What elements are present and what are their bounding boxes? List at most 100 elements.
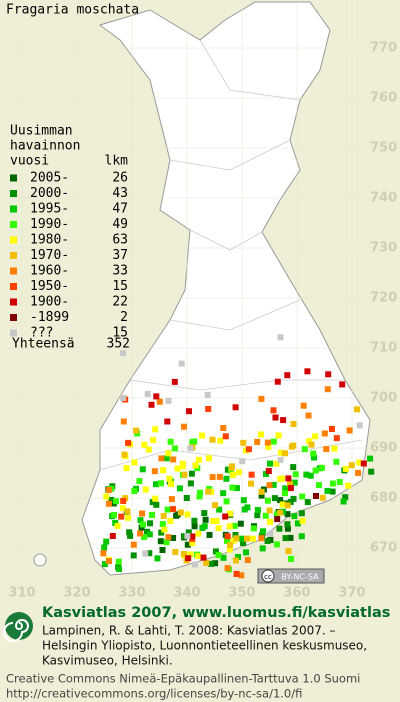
record-dot	[277, 476, 284, 483]
north-label: 730	[370, 241, 397, 256]
record-dot	[140, 521, 146, 528]
north-label: 720	[370, 291, 397, 306]
record-dot	[266, 482, 273, 489]
record-dot	[290, 442, 297, 449]
legend-label: 1990-	[30, 217, 69, 232]
legend-count: 49	[112, 217, 128, 232]
record-dot	[156, 398, 163, 405]
record-dot	[191, 517, 198, 524]
record-dot	[310, 450, 317, 457]
east-label: 320	[63, 586, 90, 601]
legend-count: 37	[112, 248, 128, 263]
record-dot	[184, 541, 191, 548]
total-label: Yhteensä	[12, 337, 75, 352]
record-dot	[159, 521, 166, 527]
legend-swatch	[10, 283, 17, 290]
record-dot	[206, 455, 212, 462]
legend-count: 15	[112, 326, 128, 341]
record-dot	[150, 437, 157, 443]
record-dot	[237, 520, 244, 527]
record-dot	[258, 488, 265, 495]
record-dot	[171, 378, 178, 385]
record-dot	[323, 446, 330, 453]
record-dot	[200, 554, 207, 561]
record-dot	[360, 460, 367, 467]
logo-spiral	[3, 619, 29, 642]
record-dot	[318, 464, 325, 471]
record-dot	[288, 555, 295, 562]
record-dot	[100, 550, 107, 557]
record-dot	[249, 535, 256, 542]
record-dot	[181, 533, 187, 540]
record-dot	[203, 559, 210, 566]
record-dot	[284, 502, 291, 509]
record-dot	[277, 456, 284, 463]
record-dot	[227, 510, 233, 517]
east-label: 330	[118, 586, 145, 601]
record-dot	[329, 480, 336, 487]
record-dot	[257, 431, 264, 438]
record-dot	[262, 512, 269, 519]
record-dot	[222, 513, 229, 520]
record-dot	[299, 493, 306, 500]
region-borders	[99, 39, 363, 471]
record-dot	[171, 445, 178, 452]
legend-swatch	[10, 298, 17, 306]
record-dot	[160, 512, 167, 519]
record-dot	[229, 471, 236, 478]
record-dot	[161, 526, 168, 533]
record-dot	[284, 521, 291, 528]
record-dot	[183, 495, 190, 501]
record-dot	[229, 463, 236, 470]
record-dot	[304, 368, 311, 375]
record-dot	[292, 471, 299, 478]
badge-icon: cc	[264, 573, 272, 581]
record-dot	[348, 462, 355, 469]
record-dot	[227, 542, 234, 549]
record-dot	[101, 561, 108, 568]
record-dot	[163, 455, 170, 462]
north-label: 680	[370, 491, 397, 506]
record-dot	[280, 417, 287, 424]
legend-heading: vuosi	[10, 154, 49, 169]
record-dot	[189, 533, 196, 540]
record-dot	[279, 501, 286, 508]
legend-swatch	[10, 174, 17, 182]
site-title: Kasviatlas 2007, www.luomus.fi/kasviatla…	[42, 605, 390, 621]
record-dot	[306, 438, 313, 445]
record-dot	[133, 427, 140, 434]
record-dot	[130, 552, 137, 559]
record-dot	[277, 509, 284, 516]
badge-box	[257, 568, 325, 584]
record-dot	[313, 493, 319, 499]
record-dot	[336, 479, 343, 485]
record-dot	[170, 506, 177, 513]
record-dot	[106, 500, 112, 507]
legend-label: 1960-	[30, 264, 69, 279]
record-dot	[226, 523, 233, 530]
record-dot	[267, 460, 273, 467]
record-dot	[236, 469, 242, 476]
record-dot	[186, 408, 192, 415]
record-dot	[208, 560, 215, 567]
record-dot	[163, 539, 170, 546]
record-dot	[259, 545, 266, 552]
record-dot	[215, 525, 222, 532]
north-label: 700	[370, 391, 397, 406]
record-dot	[181, 471, 188, 478]
north-label: 740	[370, 191, 397, 206]
record-dot	[165, 534, 172, 541]
record-dot	[232, 404, 239, 411]
record-dot	[176, 485, 183, 492]
record-dot	[185, 555, 192, 562]
record-dot	[282, 485, 289, 492]
record-dot	[168, 496, 175, 503]
record-dot	[138, 524, 145, 531]
record-dot	[264, 497, 271, 504]
record-dot	[312, 433, 319, 440]
record-dot	[223, 498, 230, 505]
badge-circle	[261, 569, 275, 583]
record-dot	[123, 465, 130, 472]
record-dot	[299, 517, 306, 524]
